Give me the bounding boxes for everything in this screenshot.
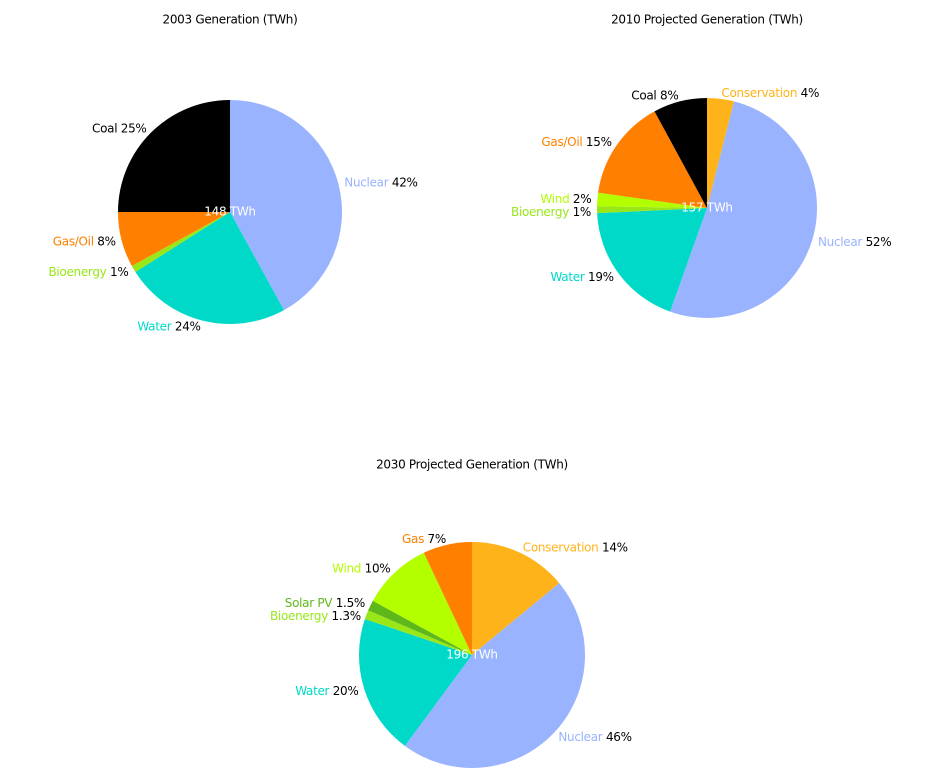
slice-value: 46% <box>606 729 632 743</box>
slice-label: Wind 2% <box>540 191 591 205</box>
chart-title: 2010 Projected Generation (TWh) <box>611 13 803 27</box>
slice-label: Bioenergy 1% <box>511 204 591 218</box>
center-label: 157 TWh <box>681 201 732 215</box>
pie-slice <box>597 206 707 214</box>
slice-label: Coal 25% <box>92 121 147 135</box>
slice-name: Nuclear <box>558 729 602 743</box>
slice-label: Gas/Oil 8% <box>53 234 116 248</box>
pie-slice <box>598 111 707 208</box>
slice-value: 10% <box>365 561 391 575</box>
slice-label: Solar PV 1.5% <box>285 595 365 609</box>
slice-value: 20% <box>333 683 359 697</box>
pie-slice <box>670 101 817 318</box>
slice-value: 8% <box>97 234 115 248</box>
pie-slice <box>472 542 560 655</box>
slice-name: Gas/Oil <box>541 134 582 148</box>
slice-value: 8% <box>660 88 678 102</box>
slice-value: 25% <box>121 121 147 135</box>
slice-name: Water <box>295 683 329 697</box>
slice-label: Bioenergy 1.3% <box>270 608 361 622</box>
slice-name: Wind <box>332 561 361 575</box>
slice-name: Coal <box>631 88 656 102</box>
slice-value: 1% <box>573 204 591 218</box>
pie-slice <box>364 610 472 655</box>
slice-name: Coal <box>92 121 117 135</box>
pie-chart: 2003 Generation (TWh) Nuclear 42% Water 24… <box>48 13 418 333</box>
slice-name: Gas/Oil <box>53 234 94 248</box>
pie-slice <box>230 100 343 311</box>
pie-slice <box>404 583 585 768</box>
slice-name: Bioenergy <box>270 608 328 622</box>
slice-label: Nuclear 46% <box>558 729 631 743</box>
slice-label: Wind 10% <box>332 561 390 575</box>
slice-name: Bioenergy <box>48 265 106 279</box>
pie-slice <box>135 212 284 325</box>
slice-value: 52% <box>866 234 892 248</box>
slice-value: 24% <box>175 319 201 333</box>
slice-value: 4% <box>801 85 819 99</box>
pie-slice <box>368 600 472 655</box>
slice-name: Solar PV <box>285 595 334 609</box>
slice-label: Conservation 4% <box>721 85 819 99</box>
pie-slice <box>707 98 735 208</box>
slice-name: Gas <box>402 531 424 545</box>
slice-value: 1.5% <box>336 595 365 609</box>
slice-label: Gas 7% <box>402 531 446 545</box>
slice-label: Gas/Oil 15% <box>541 134 611 148</box>
pie-slice <box>654 98 707 208</box>
pie-chart: 2010 Projected Generation (TWh) Conservat… <box>511 13 892 318</box>
pie-slice <box>131 212 230 273</box>
chart-title: 2030 Projected Generation (TWh) <box>376 458 568 472</box>
chart-title: 2003 Generation (TWh) <box>163 13 298 27</box>
pie-slice <box>597 192 707 208</box>
slice-label: Nuclear 42% <box>344 175 417 189</box>
slice-value: 7% <box>428 531 446 545</box>
center-label: 148 TWh <box>204 205 255 219</box>
slice-value: 1% <box>110 265 128 279</box>
slice-value: 15% <box>586 134 612 148</box>
slice-value: 42% <box>392 175 418 189</box>
pie-slice <box>423 542 472 655</box>
slice-label: Bioenergy 1% <box>48 265 128 279</box>
slice-value: 19% <box>588 270 614 284</box>
slice-name: Water <box>551 270 585 284</box>
pie-chart: 2030 Projected Generation (TWh) Conservat… <box>270 458 632 768</box>
slice-name: Conservation <box>523 540 599 554</box>
slice-name: Wind <box>540 191 569 205</box>
slice-name: Water <box>137 319 171 333</box>
pie-slice <box>118 212 230 266</box>
pie-slice <box>118 100 230 212</box>
slice-label: Water 20% <box>295 683 358 697</box>
slice-label: Nuclear 52% <box>818 234 891 248</box>
pie-slice <box>372 552 472 655</box>
pie-slice <box>597 208 707 312</box>
slice-label: Conservation 14% <box>523 540 628 554</box>
slice-name: Nuclear <box>818 234 862 248</box>
slice-name: Nuclear <box>344 175 388 189</box>
pie-slice <box>358 619 472 746</box>
slice-value: 2% <box>573 191 591 205</box>
slice-value: 14% <box>602 540 628 554</box>
slice-name: Conservation <box>721 85 797 99</box>
slice-name: Bioenergy <box>511 204 569 218</box>
center-label: 196 TWh <box>446 648 497 662</box>
slice-label: Water 19% <box>551 270 614 284</box>
slice-label: Coal 8% <box>631 88 678 102</box>
slice-label: Water 24% <box>137 319 200 333</box>
slice-value: 1.3% <box>332 608 361 622</box>
